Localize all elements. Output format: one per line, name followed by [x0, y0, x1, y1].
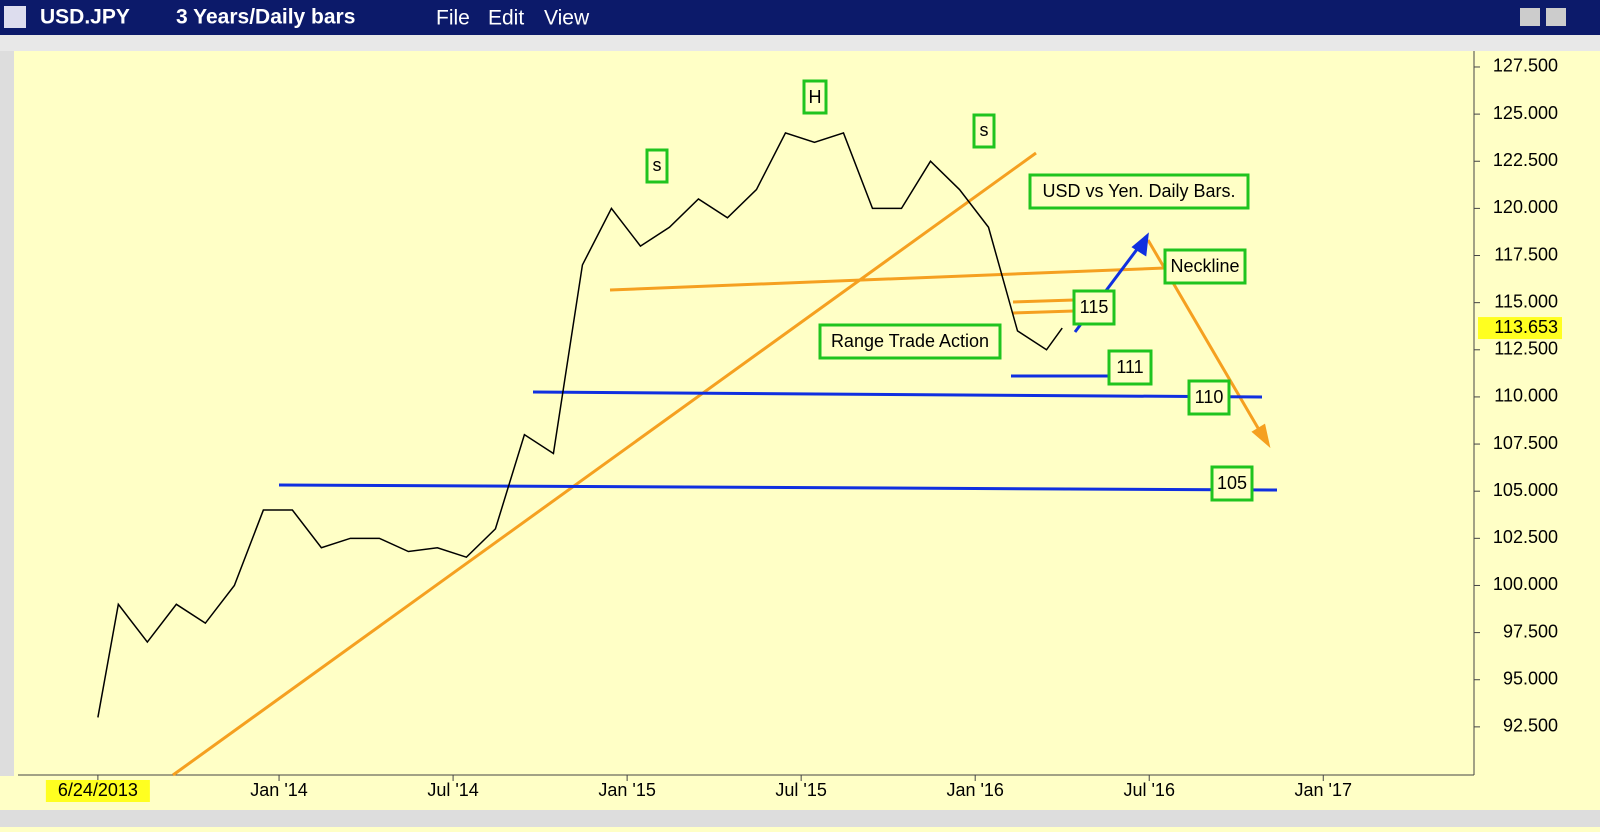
- title-bar: [0, 0, 1600, 35]
- last-price: 113.653: [1494, 317, 1558, 337]
- label-box: [1107, 349, 1153, 386]
- start-highlight: [45, 780, 150, 802]
- level-line: [278, 483, 1278, 492]
- annotation: 110: [1195, 387, 1224, 407]
- y-tick-label: 95.000: [1503, 668, 1558, 688]
- x-tick-label: Jul '14: [427, 780, 478, 800]
- x-tick-label: Jul '16: [1123, 780, 1174, 800]
- x-tick-label: Jan '14: [250, 780, 307, 800]
- annotation: H: [809, 87, 822, 107]
- window-button[interactable]: [1520, 8, 1540, 26]
- label-box: [818, 323, 1002, 360]
- label-box: [972, 113, 996, 149]
- annotation: 111: [1116, 357, 1143, 377]
- x-tick-label: Jan '17: [1295, 780, 1352, 800]
- status-bar: [0, 810, 1600, 827]
- symbol[interactable]: USD.JPY: [40, 6, 130, 29]
- level-line: [532, 390, 1263, 399]
- app-icon: [4, 6, 26, 28]
- level-line: [1012, 309, 1075, 315]
- annotation: 105: [1217, 473, 1247, 493]
- x-tick-label: 6/24/2013: [58, 780, 138, 800]
- annotation: Range Trade Action: [831, 331, 989, 351]
- toolbar: [0, 35, 1600, 51]
- label-box: [1163, 248, 1247, 285]
- label-box: [802, 79, 828, 115]
- menu-file[interactable]: File: [436, 7, 470, 30]
- y-tick-label: 100.000: [1493, 574, 1558, 594]
- menu-edit[interactable]: Edit: [488, 7, 524, 30]
- y-tick-label: 97.500: [1503, 621, 1558, 641]
- label-box: [645, 148, 669, 184]
- y-tick-label: 102.500: [1493, 527, 1558, 547]
- y-tick-label: 127.500: [1493, 56, 1558, 76]
- neckline: [609, 266, 1166, 292]
- x-tick-label: Jul '15: [775, 780, 826, 800]
- x-tick-label: Jan '16: [946, 780, 1003, 800]
- label-box: [1187, 379, 1231, 416]
- period[interactable]: 3 Years/Daily bars: [176, 6, 355, 29]
- arrowhead: [1131, 232, 1149, 257]
- y-tick-label: 110.000: [1494, 386, 1558, 406]
- label-box: [1028, 173, 1250, 210]
- annotation: 115: [1080, 297, 1109, 317]
- y-tick-label: 120.000: [1493, 197, 1558, 217]
- annotation-lines: [172, 151, 1278, 777]
- annotation: USD vs Yen. Daily Bars.: [1042, 181, 1235, 201]
- annotation: s: [653, 155, 662, 175]
- last-price-box: [1478, 317, 1562, 340]
- y-tick-label: 112.500: [1494, 339, 1558, 359]
- window-button[interactable]: [1546, 8, 1566, 26]
- label-box: [1072, 289, 1116, 326]
- menu-view[interactable]: View: [544, 7, 590, 30]
- annotation-boxes: H s s USD vs Yen. Daily Bars. Neckline 1…: [645, 79, 1254, 502]
- y-tick-label: 122.500: [1493, 150, 1558, 170]
- level-line: [1012, 298, 1075, 304]
- scrollbar: [0, 51, 14, 776]
- label-box: [1210, 465, 1254, 502]
- y-tick-label: 115.000: [1494, 291, 1558, 311]
- y-tick-label: 107.500: [1493, 433, 1558, 453]
- y-tick-label: 105.000: [1493, 480, 1558, 500]
- arrowhead: [1251, 423, 1271, 449]
- y-tick-label: 125.000: [1493, 103, 1558, 123]
- y-tick-label: 92.500: [1503, 716, 1558, 736]
- trend-line: [172, 151, 1037, 777]
- x-tick-label: Jan '15: [598, 780, 655, 800]
- annotation: Neckline: [1170, 256, 1239, 276]
- y-tick-label: 117.500: [1494, 244, 1558, 264]
- annotation: s: [980, 120, 989, 140]
- price-line: [97, 132, 1063, 718]
